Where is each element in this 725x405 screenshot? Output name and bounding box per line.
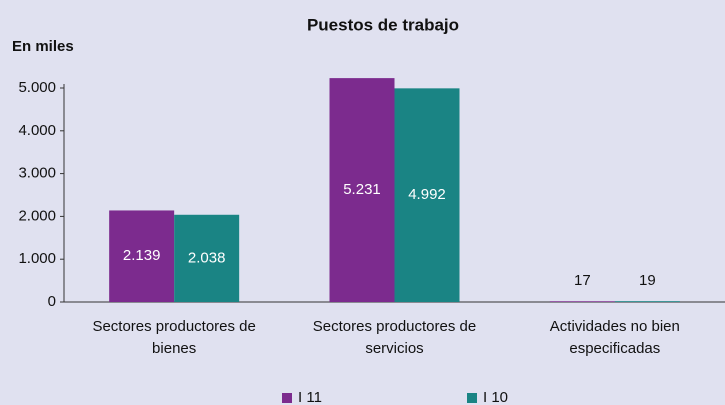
legend-label: I 11	[298, 389, 322, 405]
x-tick-label-box: Sectores productores de bienes	[92, 318, 256, 357]
value-label: 17	[574, 272, 591, 289]
x-tick-label: Sectores productores de bienes	[92, 318, 256, 357]
y-tick-label: 5.000	[18, 79, 56, 96]
legend-swatch	[467, 393, 477, 403]
legend-swatch	[282, 393, 292, 403]
y-axis-label: En miles	[12, 38, 74, 55]
y-tick-label: 1.000	[18, 250, 56, 267]
bar	[329, 78, 395, 303]
chart-title: Puestos de trabajo	[307, 15, 459, 34]
x-tick-label-box: Actividades no bien especificadas	[549, 318, 680, 357]
value-label: 19	[639, 272, 656, 289]
bar	[109, 210, 175, 302]
bar	[174, 214, 240, 302]
value-label: 4.992	[408, 186, 446, 203]
y-tick-label: 4.000	[18, 122, 56, 139]
y-tick-label: 3.000	[18, 165, 56, 182]
bar	[549, 301, 615, 302]
x-tick-label-box: Sectores productores de servicios	[312, 318, 477, 357]
bar	[394, 88, 460, 302]
legend-label: I 10	[483, 389, 508, 405]
y-tick-label: 0	[48, 293, 56, 310]
value-label: 2.038	[188, 249, 226, 266]
x-tick-label: Sectores productores de servicios	[312, 318, 477, 357]
bar	[614, 301, 680, 302]
value-label: 2.139	[123, 247, 161, 264]
x-tick-label: Actividades no bien especificadas	[549, 318, 680, 357]
y-tick-label: 2.000	[18, 207, 56, 224]
value-label: 5.231	[343, 181, 381, 198]
